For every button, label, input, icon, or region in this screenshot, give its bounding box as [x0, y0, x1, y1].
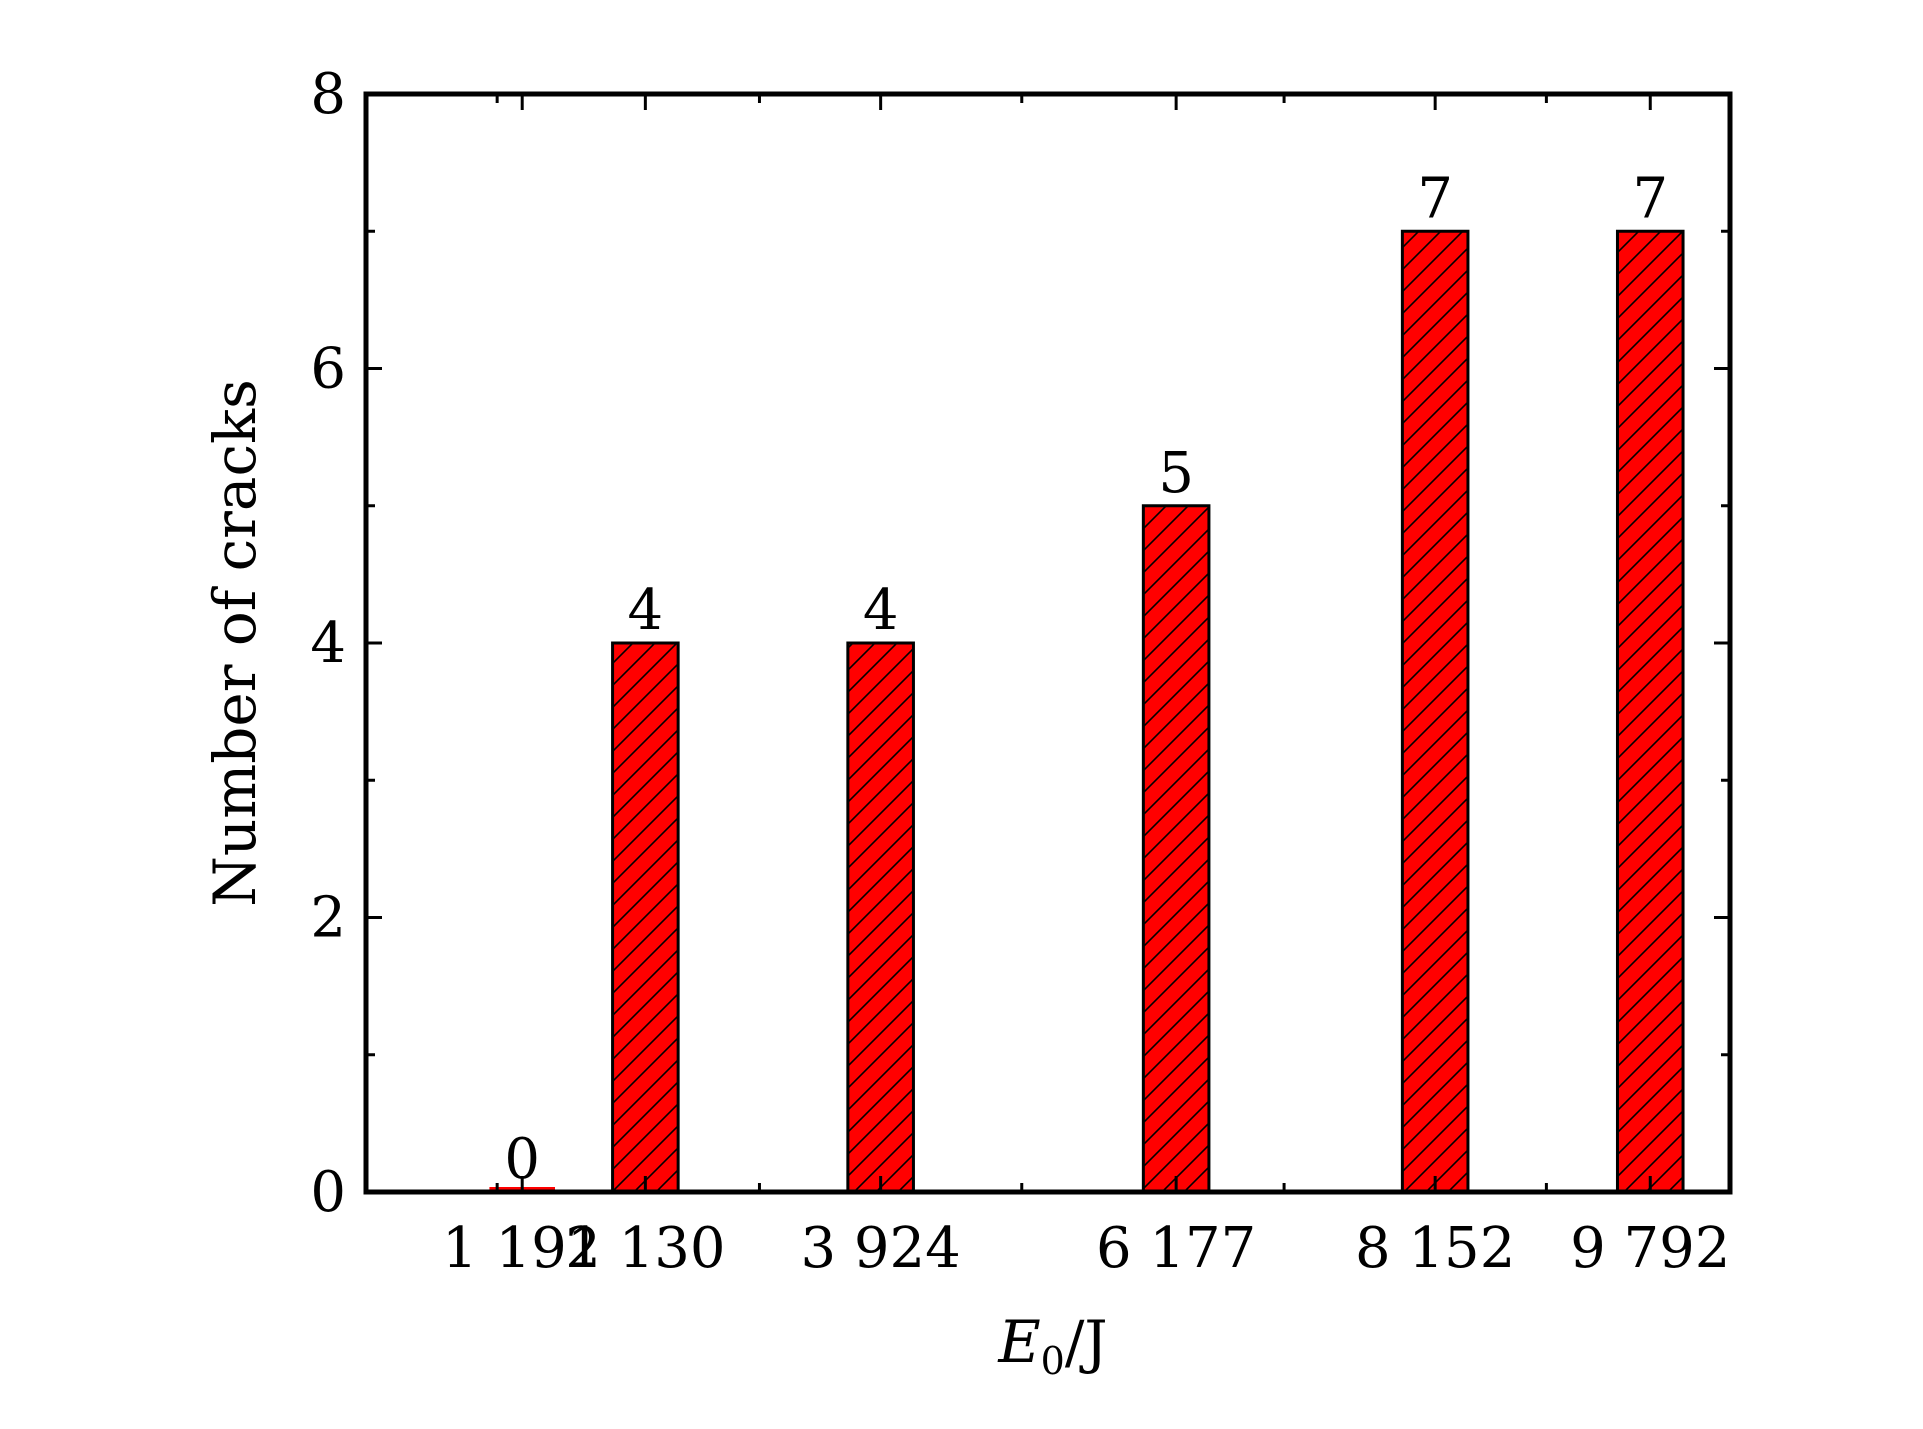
y-axis-label: Number of cracks: [201, 379, 269, 907]
y-tick-label: 2: [310, 886, 346, 951]
bar-8152: [1400, 229, 1470, 1194]
data-label: 4: [863, 578, 899, 643]
y-tick-labels-group: 0 2 4 6 8: [310, 62, 346, 1225]
data-label: 7: [1417, 166, 1453, 231]
data-label: 4: [628, 578, 664, 643]
x-axis-label: E0/J: [997, 1308, 1107, 1383]
y-tick-label: 8: [310, 62, 346, 127]
x-axis-label-main: E: [997, 1308, 1040, 1376]
bar-6177: [1141, 504, 1211, 1194]
data-labels-group: 04 457 7: [504, 166, 1668, 1192]
x-axis-label-unit: /J: [1065, 1308, 1108, 1376]
plot-frame: [363, 91, 1733, 1195]
bar-3924: [846, 641, 915, 1194]
data-label: 5: [1158, 441, 1194, 506]
x-tick-label: 3 924: [800, 1216, 960, 1281]
y-tick-label: 0: [310, 1160, 346, 1225]
x-tick-label: 2 130: [565, 1216, 725, 1281]
x-tick-label: 6 177: [1096, 1216, 1256, 1281]
bars-group: [489, 229, 1685, 1194]
ticks-group: [366, 92, 1730, 1194]
bar-2130: [611, 641, 680, 1194]
x-tick-label: 1 191: [442, 1216, 602, 1281]
y-tick-label: 4: [310, 611, 346, 676]
x-axis-label-subscript: 0: [1041, 1339, 1065, 1383]
x-tick-label: 8 152: [1355, 1216, 1515, 1281]
bar-9792: [1615, 229, 1685, 1194]
data-label: 7: [1632, 166, 1668, 231]
y-tick-label: 6: [310, 337, 346, 402]
x-tick-label: 9 792: [1570, 1216, 1730, 1281]
